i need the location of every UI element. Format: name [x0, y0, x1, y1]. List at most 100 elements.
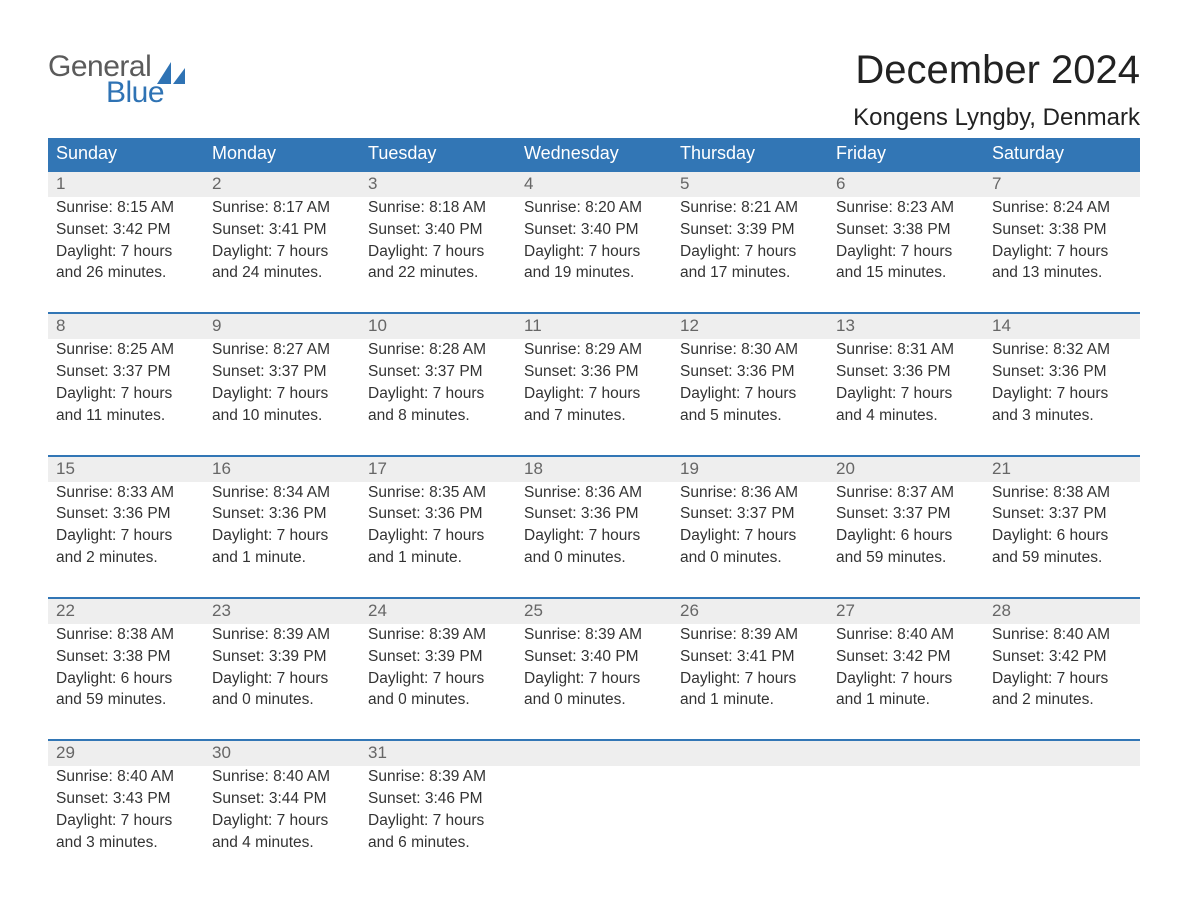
- day-daylight-1: Daylight: 7 hours: [360, 525, 516, 547]
- calendar-week: 15161718192021Sunrise: 8:33 AMSunrise: 8…: [48, 455, 1140, 569]
- day-daylight-1: Daylight: 7 hours: [48, 525, 204, 547]
- day-sunrise: Sunrise: 8:24 AM: [984, 197, 1140, 219]
- day-sunrise: [984, 766, 1140, 788]
- day-data-row: and 2 minutes.and 1 minute.and 1 minute.…: [48, 547, 1140, 569]
- day-number: 14: [984, 314, 1140, 339]
- day-sunset: Sunset: 3:39 PM: [672, 219, 828, 241]
- week-spacer: [48, 711, 1140, 739]
- day-number: 19: [672, 457, 828, 482]
- day-daylight-2: and 26 minutes.: [48, 262, 204, 284]
- day-sunrise: Sunrise: 8:32 AM: [984, 339, 1140, 361]
- day-sunset: Sunset: 3:41 PM: [672, 646, 828, 668]
- day-daylight-2: and 7 minutes.: [516, 405, 672, 427]
- day-data-row: Daylight: 7 hoursDaylight: 7 hoursDaylig…: [48, 241, 1140, 263]
- day-daylight-1: Daylight: 6 hours: [48, 668, 204, 690]
- day-data-row: Sunset: 3:42 PMSunset: 3:41 PMSunset: 3:…: [48, 219, 1140, 241]
- day-daylight-1: Daylight: 7 hours: [360, 810, 516, 832]
- day-daylight-1: Daylight: 7 hours: [516, 383, 672, 405]
- day-data-row: Daylight: 7 hoursDaylight: 7 hoursDaylig…: [48, 810, 1140, 832]
- day-daylight-2: and 0 minutes.: [516, 547, 672, 569]
- day-number: 22: [48, 599, 204, 624]
- day-daylight-1: Daylight: 7 hours: [360, 383, 516, 405]
- day-sunrise: Sunrise: 8:31 AM: [828, 339, 984, 361]
- day-daylight-1: Daylight: 6 hours: [984, 525, 1140, 547]
- day-daylight-1: Daylight: 7 hours: [204, 383, 360, 405]
- day-daylight-1: [984, 810, 1140, 832]
- day-number: 27: [828, 599, 984, 624]
- day-daylight-1: Daylight: 7 hours: [204, 241, 360, 263]
- day-sunrise: Sunrise: 8:21 AM: [672, 197, 828, 219]
- day-sunset: Sunset: 3:36 PM: [516, 503, 672, 525]
- day-number: 2: [204, 172, 360, 197]
- day-daylight-2: and 1 minute.: [672, 689, 828, 711]
- day-number: 13: [828, 314, 984, 339]
- day-daylight-2: [984, 832, 1140, 854]
- day-daylight-2: and 19 minutes.: [516, 262, 672, 284]
- day-sunset: Sunset: 3:37 PM: [828, 503, 984, 525]
- day-daylight-1: Daylight: 7 hours: [48, 383, 204, 405]
- day-sunrise: Sunrise: 8:27 AM: [204, 339, 360, 361]
- day-sunset: Sunset: 3:36 PM: [48, 503, 204, 525]
- day-daylight-1: Daylight: 7 hours: [516, 241, 672, 263]
- day-sunrise: Sunrise: 8:39 AM: [516, 624, 672, 646]
- day-sunset: Sunset: 3:39 PM: [360, 646, 516, 668]
- day-daylight-1: Daylight: 7 hours: [516, 668, 672, 690]
- day-data-row: Sunset: 3:36 PMSunset: 3:36 PMSunset: 3:…: [48, 503, 1140, 525]
- day-daylight-2: and 8 minutes.: [360, 405, 516, 427]
- topbar: General Blue December 2024 Kongens Lyngb…: [48, 50, 1140, 132]
- day-daylight-1: Daylight: 7 hours: [48, 810, 204, 832]
- day-daylight-1: Daylight: 7 hours: [204, 810, 360, 832]
- day-daylight-1: Daylight: 7 hours: [828, 241, 984, 263]
- day-number: [828, 741, 984, 766]
- weeks-container: 1234567Sunrise: 8:15 AMSunrise: 8:17 AMS…: [48, 170, 1140, 854]
- day-daylight-1: Daylight: 7 hours: [984, 241, 1140, 263]
- day-daylight-1: Daylight: 7 hours: [204, 668, 360, 690]
- day-sunrise: Sunrise: 8:30 AM: [672, 339, 828, 361]
- day-sunset: Sunset: 3:41 PM: [204, 219, 360, 241]
- day-number: 7: [984, 172, 1140, 197]
- day-sunset: Sunset: 3:36 PM: [984, 361, 1140, 383]
- calendar-week: 22232425262728Sunrise: 8:38 AMSunrise: 8…: [48, 597, 1140, 711]
- day-sunrise: Sunrise: 8:28 AM: [360, 339, 516, 361]
- day-daylight-1: Daylight: 7 hours: [672, 383, 828, 405]
- day-sunrise: Sunrise: 8:35 AM: [360, 482, 516, 504]
- day-sunrise: Sunrise: 8:29 AM: [516, 339, 672, 361]
- day-sunset: Sunset: 3:36 PM: [204, 503, 360, 525]
- day-sunrise: Sunrise: 8:34 AM: [204, 482, 360, 504]
- day-daylight-2: and 4 minutes.: [204, 832, 360, 854]
- day-sunrise: Sunrise: 8:23 AM: [828, 197, 984, 219]
- day-sunset: Sunset: 3:40 PM: [516, 646, 672, 668]
- day-sunset: [984, 788, 1140, 810]
- day-sunrise: Sunrise: 8:17 AM: [204, 197, 360, 219]
- day-daylight-2: and 5 minutes.: [672, 405, 828, 427]
- calendar-header-row: Sunday Monday Tuesday Wednesday Thursday…: [48, 138, 1140, 170]
- day-sunset: [516, 788, 672, 810]
- day-number: 4: [516, 172, 672, 197]
- day-daylight-2: and 4 minutes.: [828, 405, 984, 427]
- day-daylight-1: Daylight: 7 hours: [672, 241, 828, 263]
- day-sunrise: Sunrise: 8:25 AM: [48, 339, 204, 361]
- day-number: 6: [828, 172, 984, 197]
- day-daylight-2: [672, 832, 828, 854]
- day-number: 20: [828, 457, 984, 482]
- day-number: 1: [48, 172, 204, 197]
- day-sunset: Sunset: 3:39 PM: [204, 646, 360, 668]
- day-sunrise: [672, 766, 828, 788]
- day-sunrise: Sunrise: 8:40 AM: [48, 766, 204, 788]
- day-daylight-2: and 17 minutes.: [672, 262, 828, 284]
- day-sunrise: [828, 766, 984, 788]
- day-sunset: Sunset: 3:40 PM: [360, 219, 516, 241]
- day-number: 30: [204, 741, 360, 766]
- day-sunrise: Sunrise: 8:37 AM: [828, 482, 984, 504]
- day-daylight-1: Daylight: 6 hours: [828, 525, 984, 547]
- day-sunrise: Sunrise: 8:20 AM: [516, 197, 672, 219]
- day-daylight-1: Daylight: 7 hours: [828, 383, 984, 405]
- day-sunrise: Sunrise: 8:36 AM: [672, 482, 828, 504]
- day-sunrise: Sunrise: 8:39 AM: [360, 624, 516, 646]
- title-location: Kongens Lyngby, Denmark: [853, 104, 1140, 132]
- day-data-row: and 59 minutes.and 0 minutes.and 0 minut…: [48, 689, 1140, 711]
- day-data-row: Sunrise: 8:38 AMSunrise: 8:39 AMSunrise:…: [48, 624, 1140, 646]
- day-sunrise: [516, 766, 672, 788]
- day-number: [984, 741, 1140, 766]
- day-sunset: Sunset: 3:38 PM: [984, 219, 1140, 241]
